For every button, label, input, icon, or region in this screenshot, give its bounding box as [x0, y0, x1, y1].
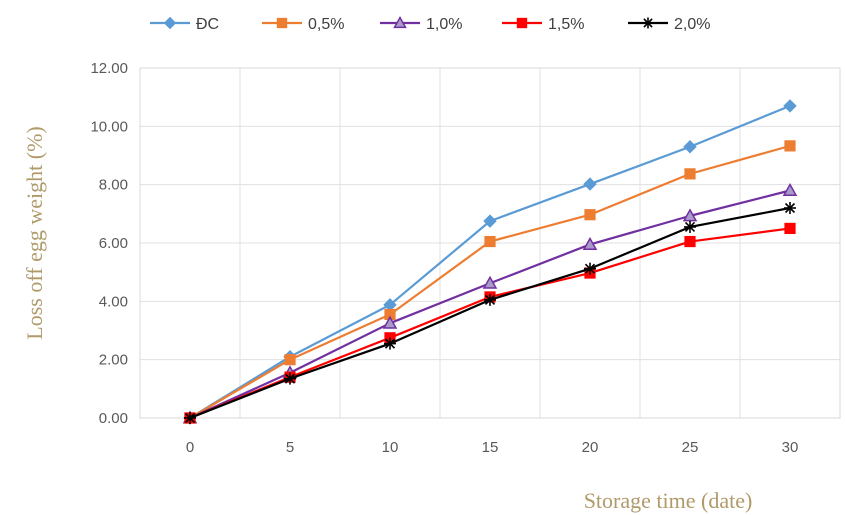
- series-3: [184, 222, 796, 424]
- data-point: [784, 140, 796, 152]
- y-tick-label: 12.00: [90, 60, 128, 77]
- data-point: [783, 99, 797, 113]
- legend-item: 1,0%: [380, 15, 462, 33]
- data-point: [584, 209, 596, 221]
- data-point: [382, 315, 398, 329]
- y-axis-title: Loss off egg weight (%): [22, 126, 47, 339]
- grid: [139, 67, 841, 419]
- series-0: [183, 99, 797, 425]
- legend-label: 2,0%: [674, 16, 710, 33]
- data-point: [482, 275, 498, 289]
- legend-marker: [276, 17, 288, 29]
- x-tick-label: 0: [186, 439, 194, 456]
- x-tick-label: 30: [782, 439, 799, 456]
- data-point: [184, 412, 196, 424]
- x-tick-label: 20: [582, 439, 599, 456]
- data-point: [483, 214, 497, 228]
- x-tick-label: 25: [682, 439, 699, 456]
- data-point: [584, 262, 596, 275]
- data-point: [782, 182, 798, 197]
- data-point: [284, 372, 296, 385]
- legend-item: ĐC: [150, 16, 219, 33]
- y-tick-label: 4.00: [99, 293, 128, 310]
- legend-label: 1,0%: [426, 16, 462, 33]
- legend-label: 1,5%: [548, 16, 584, 33]
- legend-marker: [642, 17, 654, 29]
- data-point: [484, 235, 496, 248]
- data-point: [784, 202, 796, 214]
- data-point: [784, 222, 796, 235]
- series-1: [184, 140, 796, 424]
- data-point: [582, 236, 598, 251]
- data-point: [684, 168, 696, 180]
- legend-marker: [516, 17, 528, 29]
- legend-item: 2,0%: [628, 16, 710, 33]
- legend-marker: [393, 15, 407, 29]
- y-tick-label: 10.00: [90, 118, 128, 135]
- data-point: [682, 208, 698, 222]
- x-tick-label: 10: [382, 439, 399, 456]
- x-axis-title: Storage time (date): [584, 488, 753, 513]
- data-point: [684, 220, 696, 233]
- legend-label: ĐC: [196, 16, 219, 33]
- y-tick-label: 0.00: [99, 410, 128, 427]
- y-tick-label: 2.00: [99, 352, 128, 369]
- data-point: [684, 235, 696, 248]
- data-point: [583, 177, 597, 191]
- legend-label: 0,5%: [308, 16, 344, 33]
- series: [182, 99, 798, 425]
- data-point: [484, 293, 496, 306]
- series-line: [189, 227, 791, 420]
- y-tick-label: 6.00: [99, 235, 128, 252]
- legend-marker: [163, 16, 177, 30]
- x-tick-label: 5: [286, 439, 294, 456]
- legend-item: 0,5%: [262, 16, 344, 33]
- data-point: [384, 337, 396, 350]
- axes: 0.00 2.00 4.00 6.00 8.00 10.00 12.00 0 5 10 15 20 25…: [90, 60, 798, 456]
- series-4: [184, 202, 796, 424]
- plot-area: [139, 67, 841, 419]
- legend-item: 1,5%: [502, 16, 584, 33]
- data-point: [284, 354, 296, 366]
- data-point: [683, 140, 697, 154]
- legend: ĐC 0,5% 1,0% 1,5% 2,0%: [150, 15, 710, 33]
- series-line: [189, 104, 791, 419]
- x-tick-label: 15: [482, 439, 499, 456]
- y-tick-label: 8.00: [99, 177, 128, 194]
